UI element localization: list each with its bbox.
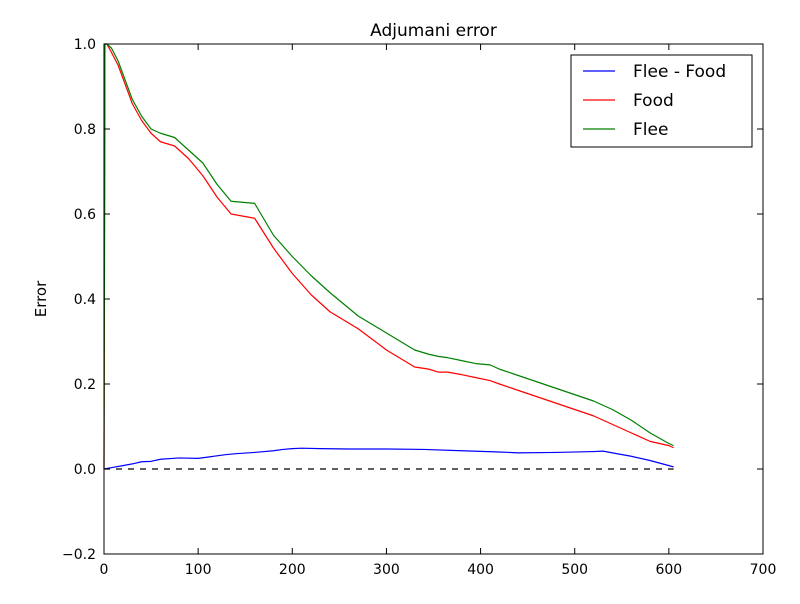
y-tick-label: 1.0 <box>74 37 96 53</box>
x-tick-label: 300 <box>373 562 400 578</box>
y-tick-label: 0.4 <box>74 292 96 308</box>
x-tick-label: 200 <box>279 562 306 578</box>
y-tick-label: −0.2 <box>62 547 96 563</box>
x-tick-label: 500 <box>561 562 588 578</box>
series-lines <box>103 43 674 470</box>
y-tick-label: 0.2 <box>74 377 96 393</box>
chart-title: Adjumani error <box>370 21 497 41</box>
x-tick-label: 600 <box>655 562 682 578</box>
series-line-flee <box>103 43 674 470</box>
x-tick-label: 700 <box>750 562 777 578</box>
y-tick-label: 0.0 <box>74 462 96 478</box>
legend: Flee - Food Food Flee <box>570 54 753 148</box>
legend-label: Flee <box>633 120 668 140</box>
legend-label: Food <box>633 91 674 111</box>
y-tick-label: 0.8 <box>74 122 96 138</box>
x-tick-label: 100 <box>185 562 212 578</box>
y-axis-label: Error <box>32 280 50 317</box>
legend-label: Flee - Food <box>633 62 726 82</box>
series-line-flee-food <box>103 447 674 470</box>
x-tick-label: 400 <box>467 562 494 578</box>
tick-labels: 0 100 200 300 400 500 600 700 −0.2 0.0 0.2 0.4 0.6 0.… <box>62 37 776 578</box>
y-tick-label: 0.6 <box>74 207 96 223</box>
plot-frame <box>103 43 764 555</box>
series-line-food <box>103 43 674 470</box>
x-tick-label: 0 <box>100 562 109 578</box>
legend-box <box>570 54 753 148</box>
